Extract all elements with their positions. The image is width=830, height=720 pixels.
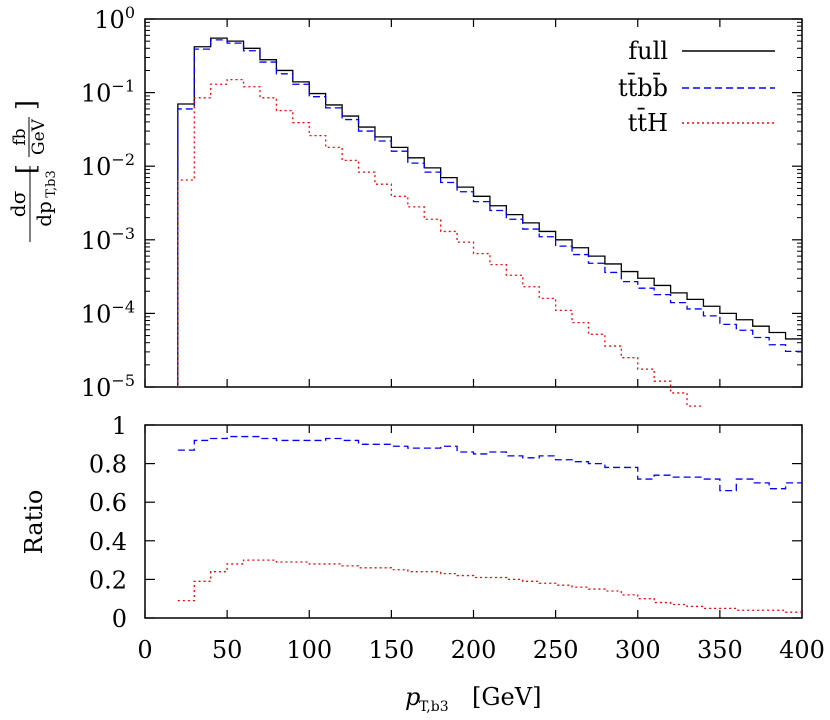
main-y-axis-unit: fb GeV [ ] <box>10 100 49 174</box>
legend-label-full: full <box>628 37 668 65</box>
main-y-tick-labels: 100 10−1 10−2 10−3 10−4 10−5 <box>81 3 135 402</box>
main-y-tick-label: 100 <box>94 3 135 34</box>
main-series-line-2 <box>177 78 704 407</box>
ylabel-unit-open-bracket: [ <box>12 164 42 174</box>
x-tick-label: 300 <box>615 636 661 664</box>
main-series-group <box>177 37 802 407</box>
main-y-tick-label: 10−5 <box>81 371 135 402</box>
ratio-y-tick-label: 0 <box>112 605 127 633</box>
ratio-series-line-0 <box>177 435 802 492</box>
x-tick-label: 350 <box>697 636 743 664</box>
x-tick-label: 200 <box>451 636 497 664</box>
xlabel-var: p <box>405 683 420 711</box>
ratio-y-axis-label: Ratio <box>20 490 48 555</box>
legend: full tt̄bb̄ tt̄H <box>618 37 775 137</box>
main-y-axis-label: dσ dp T,b3 <box>6 166 59 242</box>
main-plot-frame <box>144 18 803 388</box>
main-series-line-0 <box>177 37 802 387</box>
ratio-y-tick-labels: 0 0.2 0.4 0.6 0.8 1 <box>89 412 127 633</box>
ratio-y-tick-label: 1 <box>112 412 127 440</box>
ratio-axis-ticks <box>144 424 803 619</box>
ratio-series-group <box>177 435 802 613</box>
x-tick-labels: 0 50 100 150 200 250 300 350 400 <box>137 636 825 664</box>
ratio-y-tick-label: 0.2 <box>89 566 127 594</box>
legend-label-tth: tt̄H <box>628 108 668 137</box>
ylabel-denominator: dp <box>32 201 56 227</box>
ratio-series-line-1 <box>177 559 802 613</box>
x-tick-label: 50 <box>212 636 243 664</box>
x-tick-label: 150 <box>368 636 414 664</box>
ylabel-unit-numerator: fb <box>10 128 30 145</box>
x-tick-label: 100 <box>286 636 332 664</box>
x-tick-label: 250 <box>533 636 579 664</box>
x-tick-label: 400 <box>779 636 825 664</box>
main-y-tick-label: 10−1 <box>81 77 135 108</box>
main-axis-ticks <box>144 18 803 388</box>
main-y-tick-label: 10−4 <box>81 297 135 328</box>
ylabel-unit-close-bracket: ] <box>12 100 42 110</box>
ratio-y-tick-label: 0.8 <box>89 451 127 479</box>
ylabel-denominator-sub: T,b3 <box>44 170 59 198</box>
ylabel-numerator: dσ <box>6 190 30 217</box>
ylabel-unit-denominator: GeV <box>29 118 49 155</box>
ratio-y-tick-label: 0.6 <box>89 489 127 517</box>
x-axis-label: p T,b3 [GeV] <box>405 683 541 715</box>
xlabel-unit: [GeV] <box>472 683 541 711</box>
legend-label-ttbb: tt̄bb̄ <box>618 73 668 102</box>
main-series-line-1 <box>177 39 802 387</box>
xlabel-sub: T,b3 <box>419 699 449 715</box>
ratio-y-tick-label: 0.4 <box>89 528 127 556</box>
main-y-tick-label: 10−2 <box>81 150 135 181</box>
main-y-tick-label: 10−3 <box>81 224 135 255</box>
x-tick-label: 0 <box>137 636 152 664</box>
